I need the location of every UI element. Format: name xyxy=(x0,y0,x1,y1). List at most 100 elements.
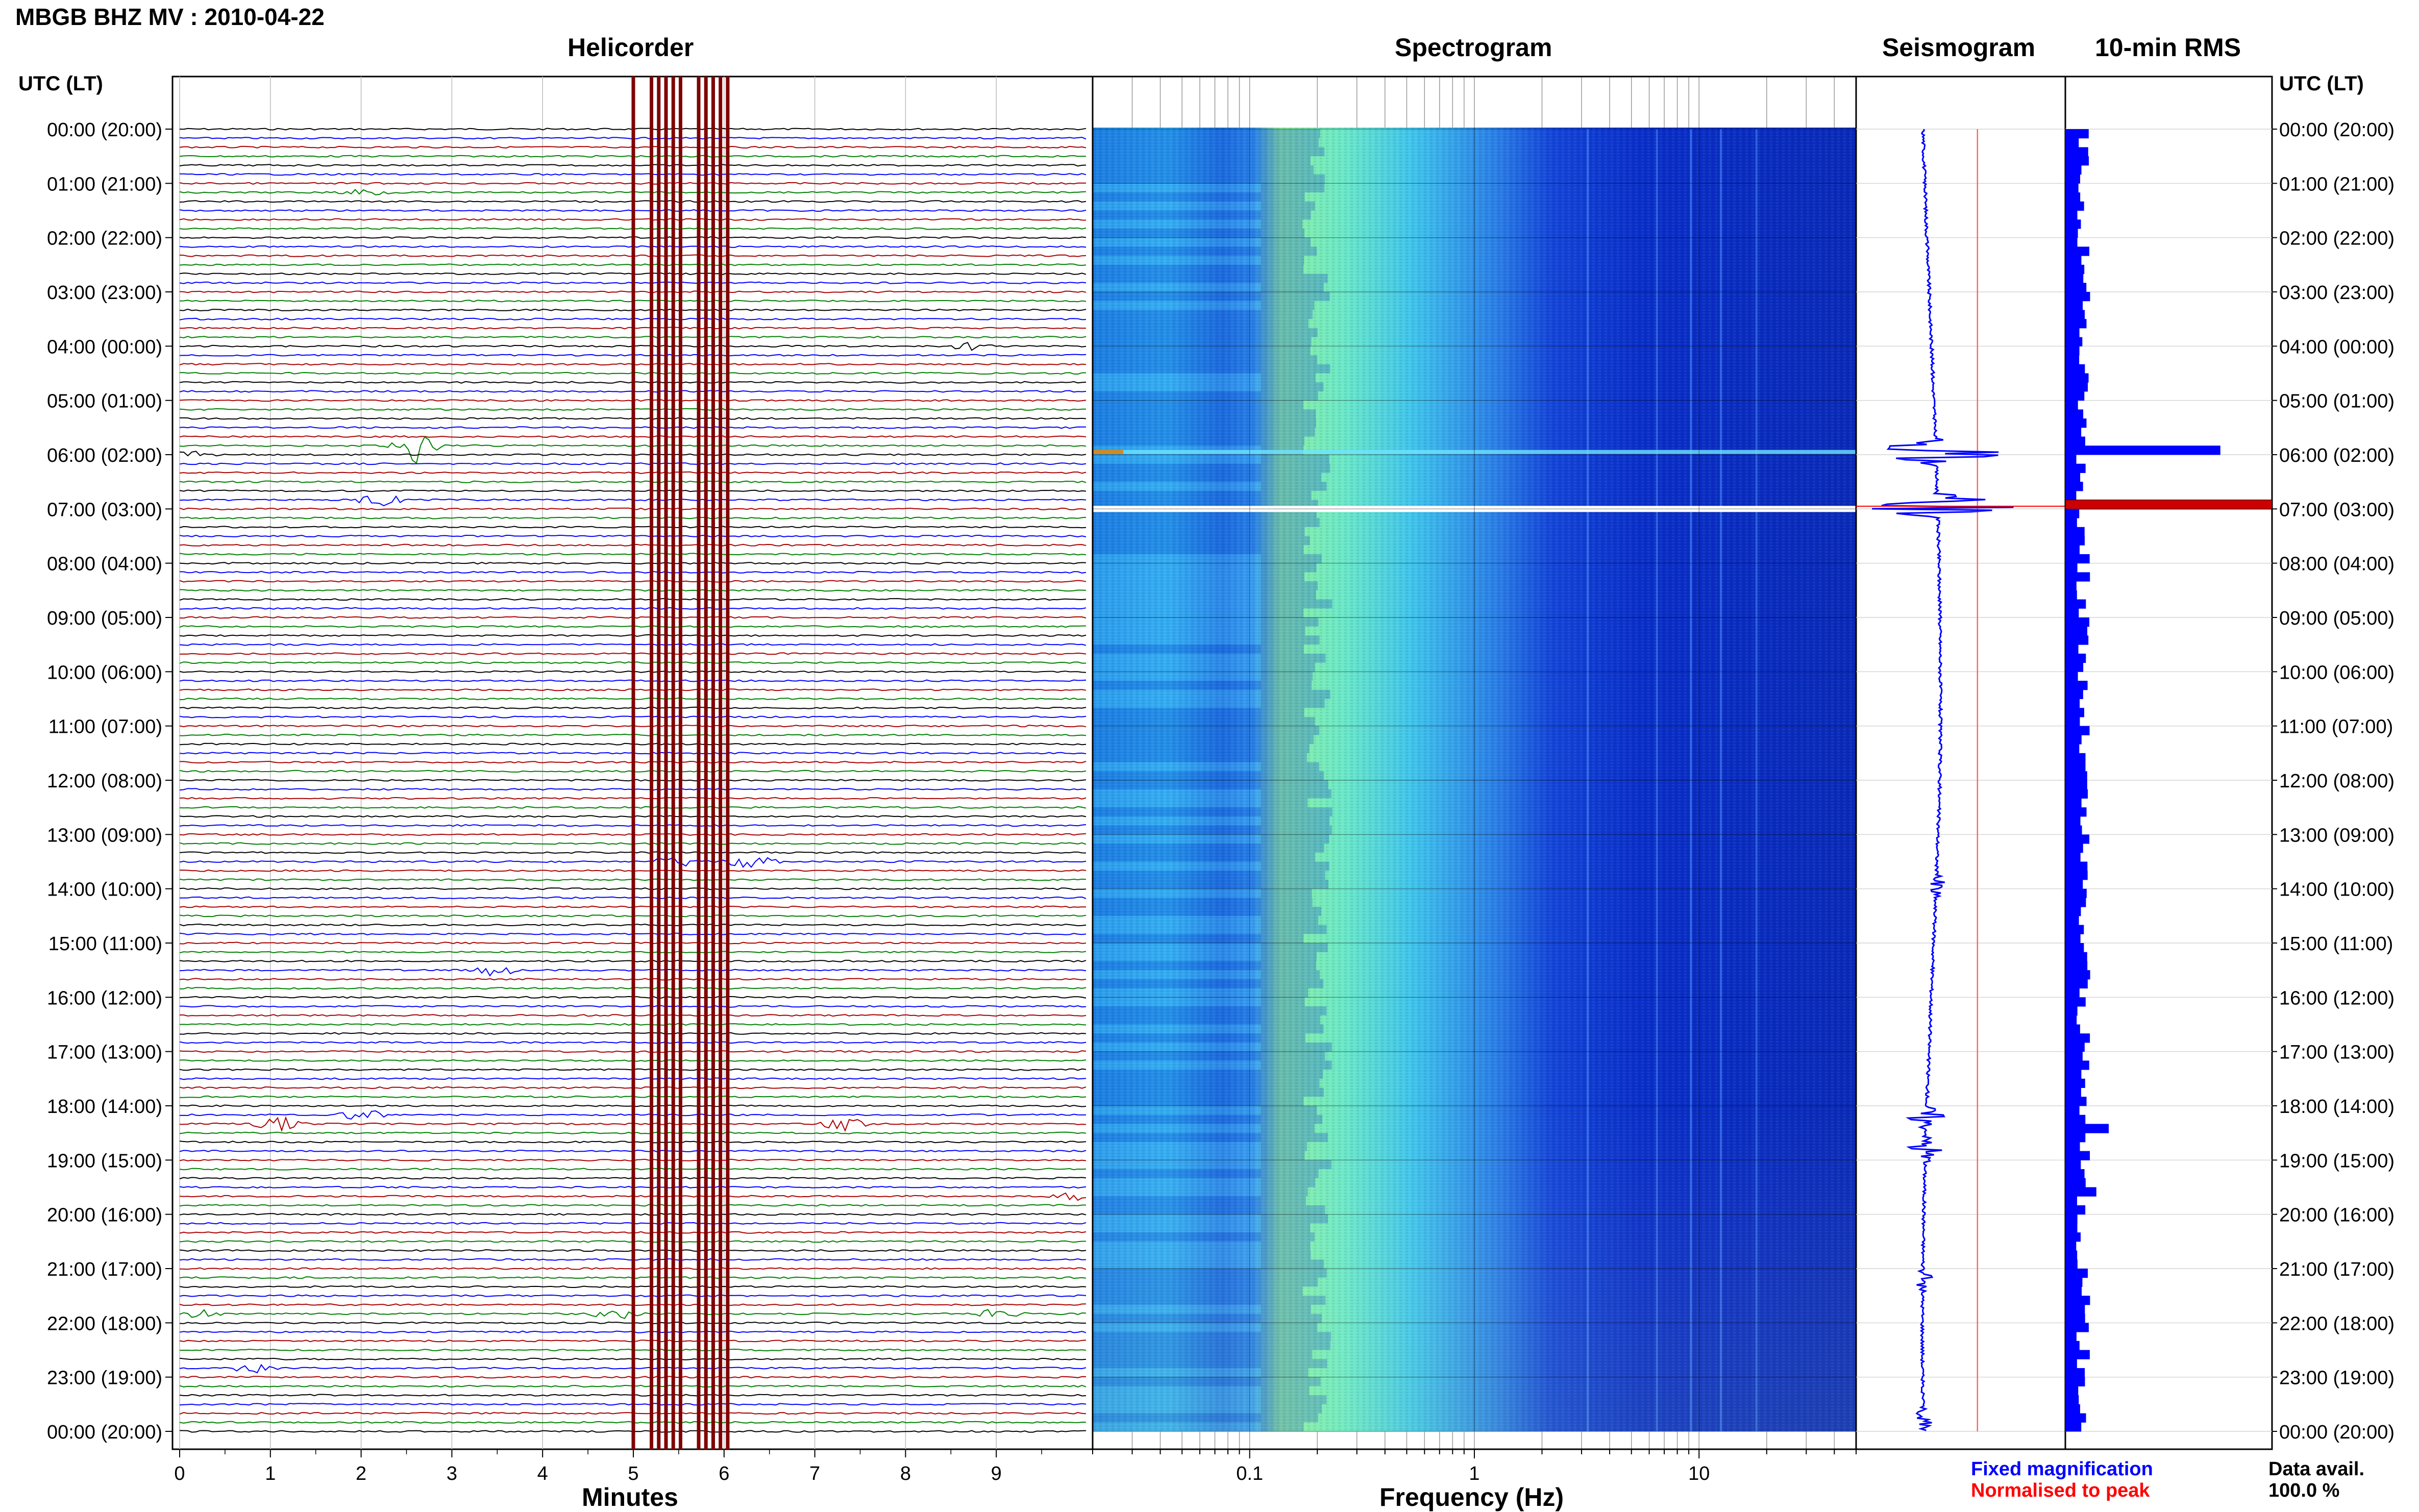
rms-bar xyxy=(2065,572,2090,582)
time-tick-label: 03:00 (23:00) xyxy=(47,282,162,304)
legend-normalised-to-peak: Normalised to peak xyxy=(1971,1480,2150,1501)
rms-bar xyxy=(2065,834,2090,844)
rms-bar xyxy=(2065,1241,2077,1251)
rms-bar xyxy=(2065,1015,2077,1025)
rms-bar xyxy=(2065,599,2086,609)
time-tick-label: 13:00 (09:00) xyxy=(47,825,162,846)
spectrogram-event-streak xyxy=(1093,450,1856,454)
helicorder-x-tick-label: 3 xyxy=(447,1463,457,1484)
time-tick-label-right: 00:00 (20:00) xyxy=(2279,119,2395,141)
time-tick-label-right: 06:00 (02:00) xyxy=(2279,445,2395,466)
data-avail-value: 100.0 % xyxy=(2268,1480,2340,1501)
spectrogram-x-tick-label: 1 xyxy=(1469,1463,1479,1484)
helicorder-x-tick-label: 7 xyxy=(809,1463,820,1484)
rms-bar xyxy=(2065,871,2088,880)
time-tick-label-right: 21:00 (17:00) xyxy=(2279,1259,2395,1280)
time-tick-label-right: 02:00 (22:00) xyxy=(2279,228,2395,250)
time-tick-label-right: 09:00 (05:00) xyxy=(2279,608,2395,629)
rms-bar xyxy=(2065,490,2077,501)
rms-bar xyxy=(2065,382,2088,392)
rms-bar xyxy=(2065,925,2084,934)
seismogram-title: Seismogram xyxy=(1882,33,2036,62)
rms-bar xyxy=(2065,1060,2089,1070)
rms-bar xyxy=(2065,1006,2078,1016)
spectrogram-panel: 0.1 1 10 xyxy=(1092,76,1857,1484)
helicorder-x-ticks: 0 1 2 3 4 5 6 7 8 9 xyxy=(174,1449,1042,1484)
time-tick-label-right: 01:00 (21:00) xyxy=(2279,173,2395,195)
rms-bar xyxy=(2065,1304,2085,1315)
rms-bar xyxy=(2065,346,2080,356)
rms-bar xyxy=(2065,219,2081,229)
rms-bar xyxy=(2065,608,2079,618)
helicorder-x-tick-label: 4 xyxy=(537,1463,548,1484)
rms-bar xyxy=(2065,988,2080,998)
rms-frame xyxy=(2064,76,2273,1450)
rms-bar xyxy=(2065,898,2086,907)
rms-bar xyxy=(2065,1377,2085,1386)
rms-bar xyxy=(2065,527,2085,536)
time-tick-label: 09:00 (05:00) xyxy=(47,608,162,629)
rms-bar xyxy=(2065,617,2089,627)
rms-bar xyxy=(2065,1051,2083,1061)
rms-bars xyxy=(2065,129,2273,1432)
time-tick-label-right: 23:00 (19:00) xyxy=(2279,1368,2395,1389)
rms-bar xyxy=(2065,961,2088,971)
rms-bar xyxy=(2065,1386,2079,1396)
rms-bar xyxy=(2065,762,2086,772)
rms-bar xyxy=(2065,427,2082,437)
rms-bar xyxy=(2065,689,2083,699)
rms-bar xyxy=(2065,735,2082,745)
rms-bar xyxy=(2065,418,2087,428)
rms-bar xyxy=(2065,825,2082,835)
time-tick-label: 23:00 (19:00) xyxy=(47,1368,162,1389)
rms-bar xyxy=(2065,147,2088,157)
rms-bar xyxy=(2065,662,2084,672)
time-tick-label-right: 14:00 (10:00) xyxy=(2279,879,2395,901)
spectrogram-x-label: Frequency (Hz) xyxy=(1379,1483,1564,1511)
time-tick-label: 21:00 (17:00) xyxy=(47,1259,162,1280)
rms-bar xyxy=(2065,816,2081,826)
rms-bar xyxy=(2065,744,2080,754)
rms-bar xyxy=(2065,455,2077,464)
rms-bar xyxy=(2065,201,2084,211)
rms-bar xyxy=(2065,1332,2077,1342)
helicorder-x-label: Minutes xyxy=(582,1483,678,1511)
time-tick-label: 14:00 (10:00) xyxy=(47,879,162,901)
rms-bar xyxy=(2065,1169,2085,1179)
rms-bar xyxy=(2065,1296,2090,1305)
rms-bar xyxy=(2065,879,2083,889)
rms-bar xyxy=(2065,1196,2077,1206)
spectrogram-grid xyxy=(1092,77,1857,1449)
rms-bar xyxy=(2065,473,2081,482)
rms-bar xyxy=(2065,581,2077,591)
rms-bar xyxy=(2065,518,2077,528)
time-tick-label-right: 07:00 (03:00) xyxy=(2279,499,2395,520)
rms-bar xyxy=(2065,943,2084,953)
rms-bar xyxy=(2065,192,2081,202)
seismogram-grid xyxy=(1856,129,2065,1432)
spectrogram-title: Spectrogram xyxy=(1395,33,1552,62)
rms-bar xyxy=(2065,264,2085,275)
helicorder-title: Helicorder xyxy=(567,33,694,62)
rms-bar xyxy=(2065,246,2089,256)
rms-bar xyxy=(2065,626,2088,636)
data-avail-label: Data avail. xyxy=(2268,1458,2364,1480)
rms-bar xyxy=(2065,1313,2085,1323)
rms-bar xyxy=(2065,1413,2086,1423)
rms-bar xyxy=(2065,228,2078,238)
rms-bar xyxy=(2065,328,2080,338)
rms-bar xyxy=(2065,237,2078,247)
rms-bar xyxy=(2065,844,2083,853)
rms-bar xyxy=(2065,726,2090,735)
rms-bar xyxy=(2065,391,2085,401)
rms-bar xyxy=(2065,183,2079,193)
rms-bar xyxy=(2065,1114,2086,1124)
rms-bar xyxy=(2065,364,2085,374)
rms-bar xyxy=(2065,997,2086,1007)
rms-bar xyxy=(2065,1359,2077,1369)
rms-bar xyxy=(2065,979,2088,989)
rms-peak-bar xyxy=(2065,500,2273,510)
rms-bar xyxy=(2065,708,2084,717)
rms-bar xyxy=(2065,138,2079,147)
